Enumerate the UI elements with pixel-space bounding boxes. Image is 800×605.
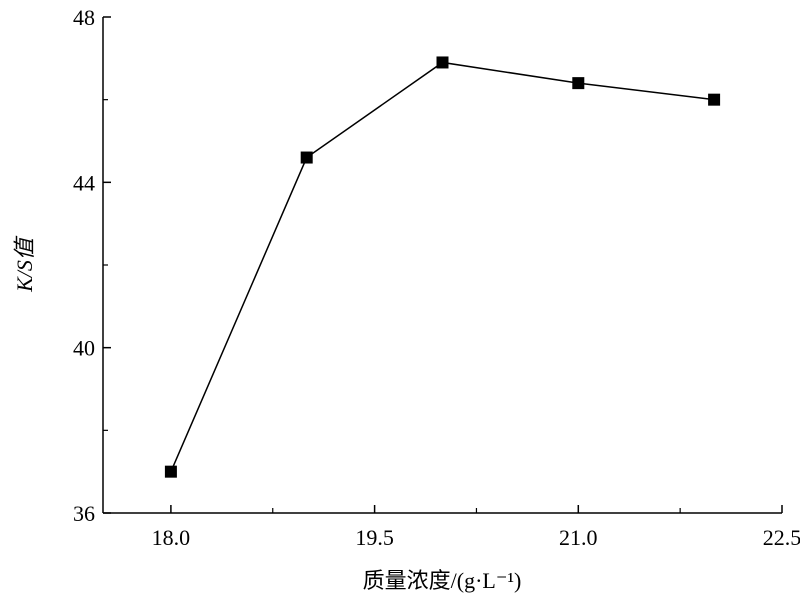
y-tick-label: 44 [73, 170, 95, 195]
y-tick-label: 40 [73, 336, 95, 361]
x-tick-label: 19.5 [355, 525, 394, 550]
marker [300, 151, 313, 164]
marker [164, 465, 177, 478]
marker [572, 77, 585, 90]
y-axis-label: K/S值 [12, 235, 37, 293]
x-tick-label: 18.0 [152, 525, 191, 550]
x-tick-label: 21.0 [559, 525, 598, 550]
x-tick-label: 22.5 [763, 525, 800, 550]
x-axis-label: 质量浓度/(g·L⁻¹) [363, 568, 522, 593]
y-tick-label: 48 [73, 5, 95, 30]
y-tick-label: 36 [73, 501, 95, 526]
line [170, 61, 715, 472]
marker [436, 56, 449, 69]
marker [708, 93, 721, 106]
